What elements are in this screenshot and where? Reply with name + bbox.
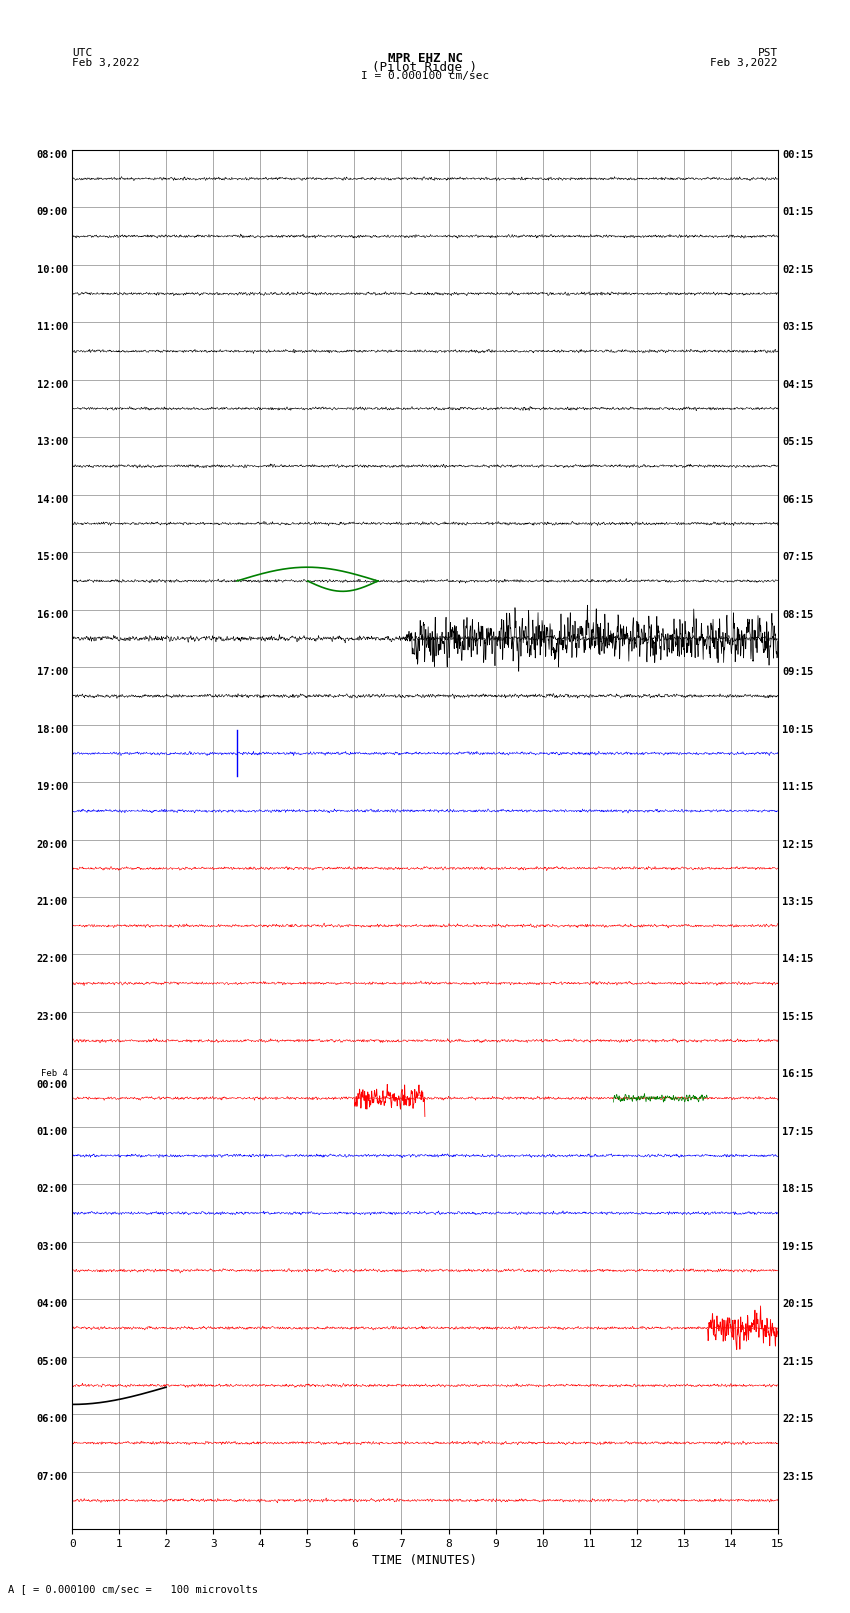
Text: 02:15: 02:15 [782,265,813,274]
Text: 20:15: 20:15 [782,1300,813,1310]
Text: 16:15: 16:15 [782,1069,813,1079]
Text: 12:15: 12:15 [782,840,813,850]
Text: 15:15: 15:15 [782,1011,813,1023]
Text: UTC: UTC [72,48,93,58]
Text: 05:15: 05:15 [782,437,813,447]
Text: 18:00: 18:00 [37,724,68,734]
Text: 07:15: 07:15 [782,552,813,563]
Text: 09:15: 09:15 [782,668,813,677]
Text: 08:15: 08:15 [782,610,813,619]
Text: A [ = 0.000100 cm/sec =   100 microvolts: A [ = 0.000100 cm/sec = 100 microvolts [8,1584,258,1594]
Text: 04:00: 04:00 [37,1300,68,1310]
Text: 23:00: 23:00 [37,1011,68,1023]
Text: 18:15: 18:15 [782,1184,813,1194]
Text: 07:00: 07:00 [37,1471,68,1482]
Text: 16:00: 16:00 [37,610,68,619]
Text: 11:15: 11:15 [782,782,813,792]
Text: 05:00: 05:00 [37,1357,68,1366]
Text: 14:00: 14:00 [37,495,68,505]
Text: 12:00: 12:00 [37,381,68,390]
Text: 19:15: 19:15 [782,1242,813,1252]
Text: 00:00: 00:00 [37,1081,68,1090]
Text: 19:00: 19:00 [37,782,68,792]
Text: 06:15: 06:15 [782,495,813,505]
Text: 22:00: 22:00 [37,955,68,965]
Text: Feb 3,2022: Feb 3,2022 [72,58,139,68]
Text: 04:15: 04:15 [782,381,813,390]
Text: 00:15: 00:15 [782,150,813,160]
Text: 22:15: 22:15 [782,1415,813,1424]
Text: 21:00: 21:00 [37,897,68,907]
Text: 09:00: 09:00 [37,208,68,218]
Text: 15:00: 15:00 [37,552,68,563]
Text: 10:15: 10:15 [782,724,813,734]
Text: 13:15: 13:15 [782,897,813,907]
Text: Feb 4: Feb 4 [41,1069,68,1079]
Text: I = 0.000100 cm/sec: I = 0.000100 cm/sec [361,71,489,81]
Text: 01:15: 01:15 [782,208,813,218]
X-axis label: TIME (MINUTES): TIME (MINUTES) [372,1555,478,1568]
Text: 11:00: 11:00 [37,323,68,332]
Text: 03:15: 03:15 [782,323,813,332]
Text: 14:15: 14:15 [782,955,813,965]
Text: 01:00: 01:00 [37,1127,68,1137]
Text: PST: PST [757,48,778,58]
Text: 13:00: 13:00 [37,437,68,447]
Text: MPR EHZ NC: MPR EHZ NC [388,52,462,65]
Text: 06:00: 06:00 [37,1415,68,1424]
Text: 20:00: 20:00 [37,840,68,850]
Text: 03:00: 03:00 [37,1242,68,1252]
Text: 17:15: 17:15 [782,1127,813,1137]
Text: 17:00: 17:00 [37,668,68,677]
Text: 08:00: 08:00 [37,150,68,160]
Text: 23:15: 23:15 [782,1471,813,1482]
Text: 02:00: 02:00 [37,1184,68,1194]
Text: (Pilot Ridge ): (Pilot Ridge ) [372,61,478,74]
Text: Feb 3,2022: Feb 3,2022 [711,58,778,68]
Text: 10:00: 10:00 [37,265,68,274]
Text: 21:15: 21:15 [782,1357,813,1366]
